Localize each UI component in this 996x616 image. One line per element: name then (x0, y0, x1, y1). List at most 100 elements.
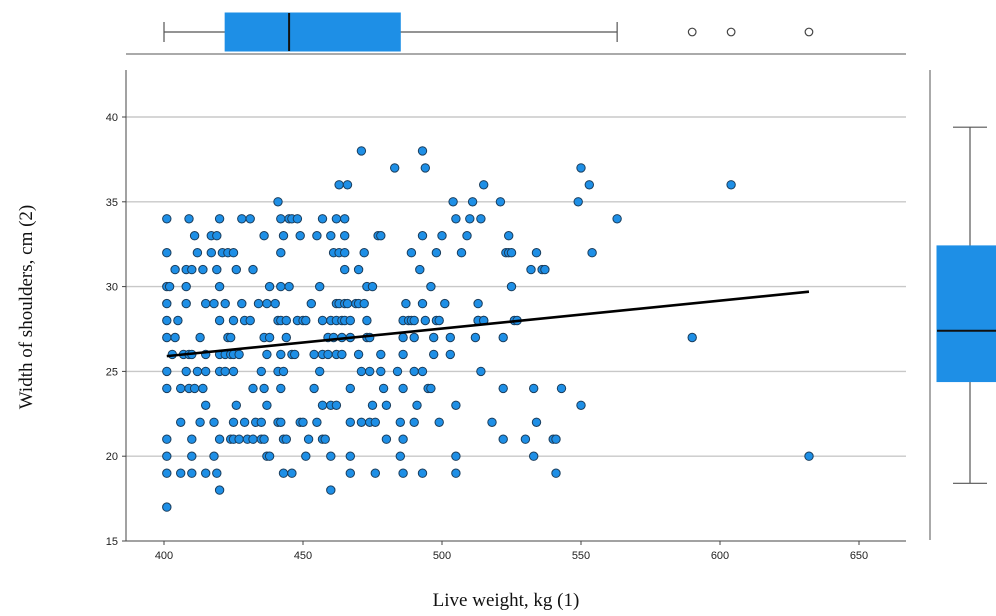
data-point (390, 163, 400, 173)
data-point (440, 298, 450, 309)
data-point (398, 332, 408, 343)
x-tick-label: 400 (155, 550, 173, 562)
data-point (201, 366, 211, 377)
data-point (429, 332, 439, 343)
data-point (498, 332, 508, 343)
data-point (176, 417, 186, 427)
data-point (209, 298, 219, 309)
data-point (164, 281, 175, 292)
x-tick-label: 500 (433, 550, 451, 562)
data-point (276, 383, 286, 394)
data-point (303, 434, 314, 444)
data-point (228, 366, 239, 377)
data-point (176, 468, 186, 478)
data-point (392, 366, 403, 377)
data-point (276, 214, 286, 224)
data-point (245, 214, 255, 224)
data-point (315, 281, 325, 292)
data-point (320, 434, 330, 444)
data-point (162, 468, 172, 478)
data-point (201, 298, 211, 309)
data-point (526, 264, 536, 275)
data-point (276, 349, 286, 360)
data-point (264, 281, 275, 292)
data-point (398, 383, 408, 394)
data-point (189, 383, 200, 394)
data-point (429, 349, 439, 360)
data-point (401, 298, 411, 309)
data-point (315, 366, 325, 377)
top-box (163, 12, 814, 52)
data-point (804, 451, 814, 461)
data-point (312, 231, 322, 241)
data-point (476, 366, 486, 377)
data-point (181, 298, 191, 309)
data-point (434, 315, 444, 326)
data-point (417, 146, 428, 156)
right-box (936, 126, 996, 484)
data-point (556, 383, 567, 394)
data-point (248, 434, 258, 444)
data-point (162, 383, 172, 394)
data-point (345, 383, 355, 394)
y-tick-label: 30 (106, 282, 118, 294)
data-point (326, 451, 336, 461)
plot-area: 15 20 25 30 35 40 400 450 500 550 600 650 (106, 70, 906, 562)
data-point (451, 214, 461, 224)
data-point (214, 214, 225, 224)
data-point (376, 349, 386, 360)
data-point (170, 264, 180, 275)
data-point (301, 315, 311, 326)
data-point (395, 451, 405, 461)
data-point (276, 281, 286, 292)
data-point (612, 214, 622, 224)
data-point (201, 400, 211, 410)
data-point (212, 231, 222, 241)
data-point (170, 332, 180, 343)
data-point (359, 298, 369, 309)
data-point (306, 298, 316, 309)
data-point (345, 315, 355, 326)
data-point (376, 231, 386, 241)
data-point (162, 298, 172, 309)
data-point (345, 468, 355, 478)
data-point (451, 451, 461, 461)
y-tick-label: 20 (106, 451, 118, 463)
data-point (192, 366, 203, 377)
data-point (278, 468, 289, 478)
data-point (212, 468, 222, 478)
data-point (162, 434, 172, 444)
data-point (417, 468, 428, 478)
data-point (587, 248, 597, 258)
y-tick-labels: 15 20 25 30 35 40 (106, 112, 126, 548)
data-point (234, 434, 244, 444)
data-point (162, 214, 172, 224)
data-point (309, 349, 319, 360)
data-point (342, 298, 353, 309)
y-axis-label: Width of shoulders, cm (2) (16, 205, 37, 410)
data-point (529, 383, 539, 394)
data-point (234, 349, 244, 360)
data-point (337, 349, 347, 360)
data-point (529, 451, 539, 461)
data-point (367, 281, 378, 292)
data-point (506, 281, 517, 292)
marginal-boxplot-right (929, 70, 996, 540)
data-point (417, 231, 428, 241)
x-axis-label: Live weight, kg (1) (433, 590, 580, 611)
data-point (162, 315, 172, 326)
data-point (340, 248, 350, 258)
data-point (376, 366, 386, 377)
data-point (470, 332, 481, 343)
data-point (356, 366, 367, 377)
data-point (445, 332, 455, 343)
x-tick-labels: 400 450 500 550 600 650 (155, 541, 868, 562)
data-point (253, 298, 264, 309)
data-point (498, 383, 508, 394)
data-point (162, 248, 172, 258)
data-point (353, 264, 364, 275)
data-point (187, 451, 197, 461)
data-point (301, 451, 311, 461)
data-point (317, 315, 328, 326)
